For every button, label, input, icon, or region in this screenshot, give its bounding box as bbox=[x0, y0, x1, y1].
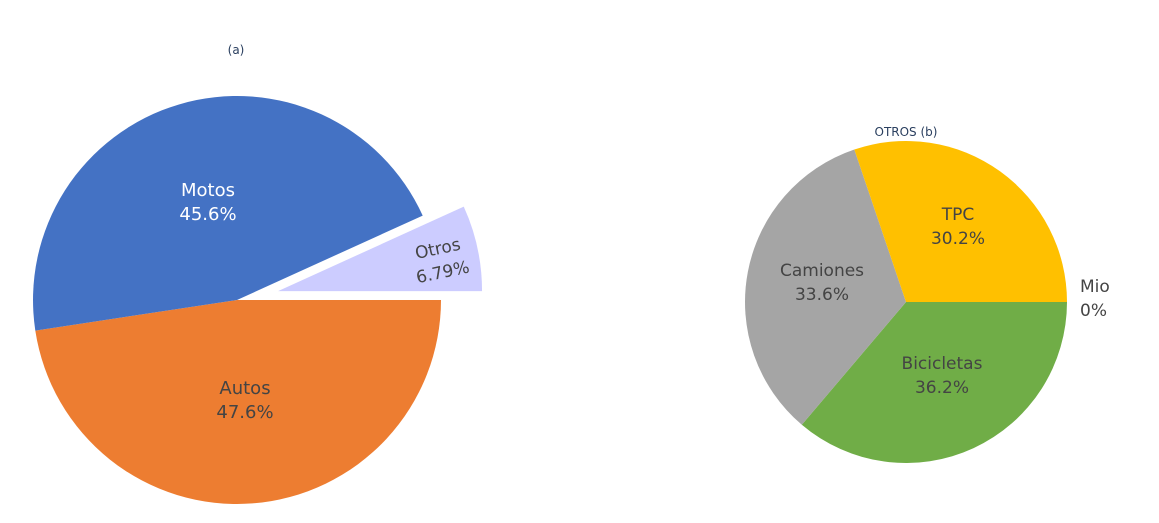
pie-label-motos: Motos 45.6% bbox=[179, 180, 236, 225]
pie-label-camiones: Camiones 33.6% bbox=[780, 261, 864, 305]
pie-chart-a: (a) Autos 47.6%Motos 45.6%Otros6.79% bbox=[33, 43, 483, 504]
pie-slice-bicicletas[interactable] bbox=[801, 302, 1067, 464]
pie-b-labels: Bicicletas 36.2% Camiones 33.6% TPC 30.2% Mio 0… bbox=[780, 205, 1110, 398]
pie-slice-motos[interactable] bbox=[33, 96, 423, 331]
pie-slice-autos[interactable] bbox=[35, 300, 442, 504]
chart-b-title: OTROS (b) bbox=[875, 125, 938, 139]
pie-label-tpc: TPC 30.2% bbox=[931, 205, 985, 249]
pie-chart-b: Bicicletas 36.2% Camiones 33.6% TPC 30.2% Mio 0… bbox=[745, 125, 1110, 464]
pie-b-slices bbox=[745, 141, 1067, 464]
pie-label-bicicletas: Bicicletas 36.2% bbox=[902, 354, 983, 398]
pie-label-mio: Mio 0% bbox=[1080, 277, 1110, 321]
pie-slice-camiones[interactable] bbox=[745, 149, 906, 425]
pie-slice-otros[interactable] bbox=[278, 206, 483, 292]
chart-a-title: (a) bbox=[228, 43, 245, 57]
pie-a-slices bbox=[33, 96, 483, 504]
pie-slice-tpc[interactable] bbox=[854, 141, 1067, 302]
pie-label-autos: Autos 47.6% bbox=[216, 378, 273, 423]
